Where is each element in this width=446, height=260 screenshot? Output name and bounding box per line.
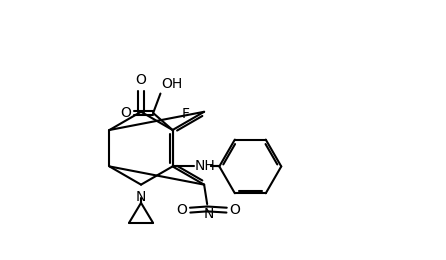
Text: N: N bbox=[136, 190, 146, 204]
Text: N: N bbox=[203, 207, 214, 221]
Text: O: O bbox=[120, 106, 131, 120]
Text: O: O bbox=[176, 203, 187, 217]
Text: O: O bbox=[136, 74, 146, 88]
Text: NH: NH bbox=[195, 159, 216, 173]
Text: F: F bbox=[182, 107, 190, 121]
Text: OH: OH bbox=[161, 76, 183, 90]
Text: O: O bbox=[230, 203, 240, 217]
